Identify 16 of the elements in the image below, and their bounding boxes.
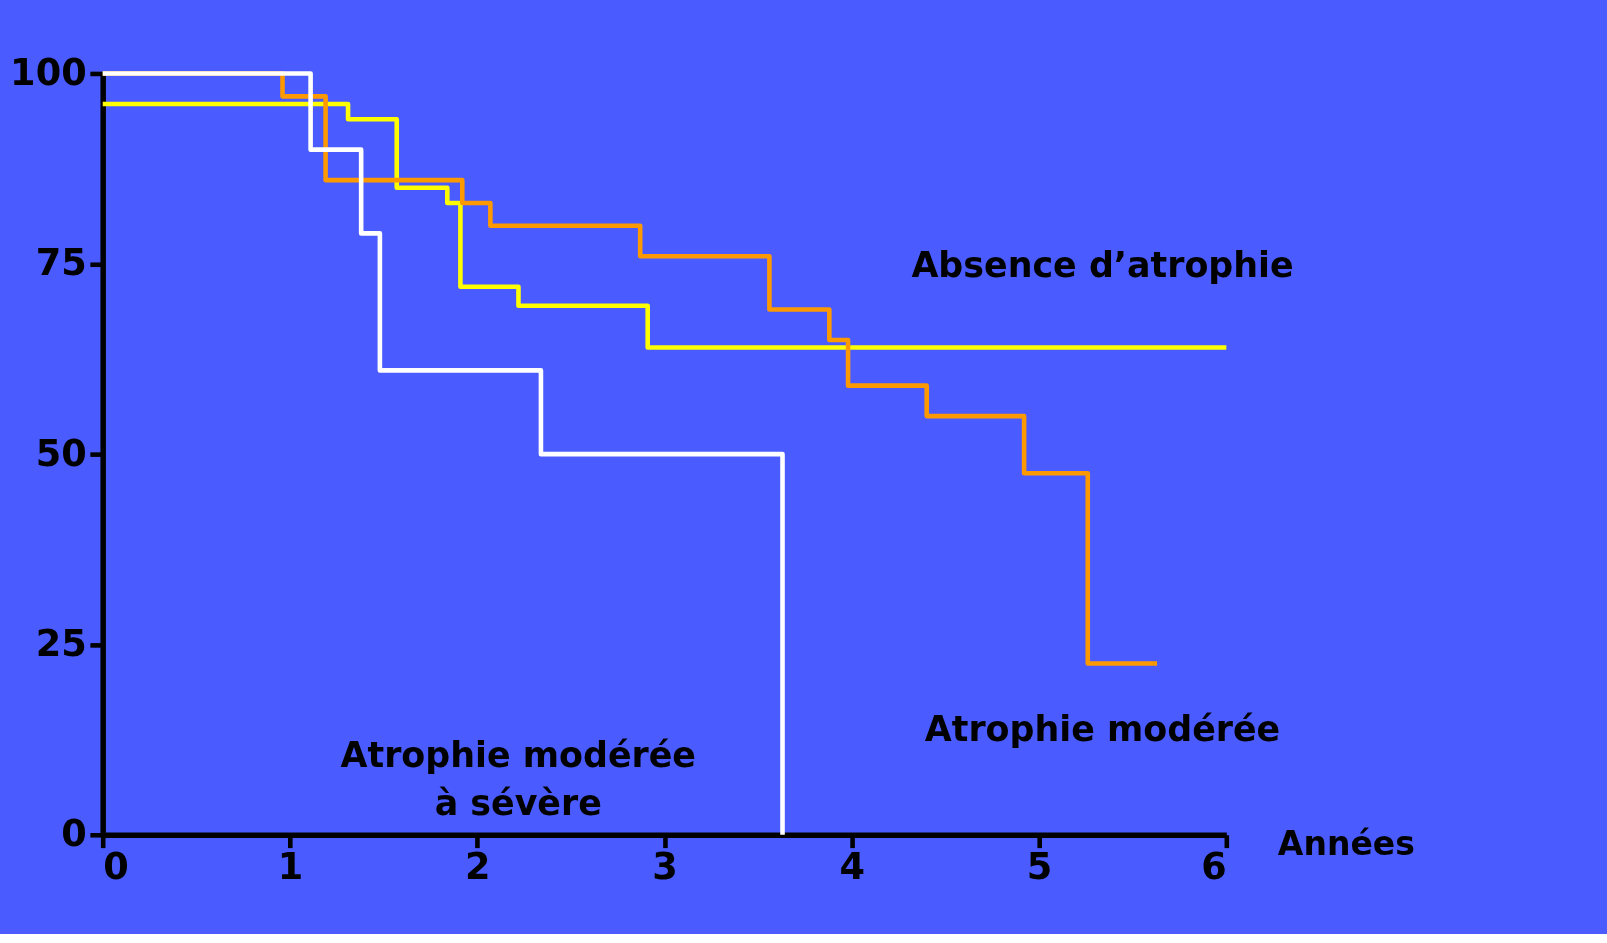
y-tick-label: 50	[35, 431, 87, 475]
x-tick-label: 6	[1201, 845, 1227, 889]
x-axis-title: Années	[1277, 823, 1415, 863]
annotation: Absence d’atrophie	[911, 245, 1294, 286]
x-tick-label: 5	[1026, 845, 1053, 889]
x-tick-label: 0	[103, 845, 129, 889]
y-tick-label: 75	[35, 241, 87, 285]
y-tick-label: 25	[35, 621, 87, 665]
y-tick-label: 100	[10, 50, 87, 94]
annotation: Atrophie modérée	[924, 709, 1281, 750]
y-tick-label: 0	[61, 812, 87, 856]
x-tick-label: 4	[839, 845, 866, 889]
x-tick-label: 2	[464, 845, 491, 889]
x-tick-label: 3	[652, 845, 678, 889]
annotation: Atrophie modérée à sévère	[340, 734, 696, 823]
x-tick-label: 1	[277, 845, 304, 889]
